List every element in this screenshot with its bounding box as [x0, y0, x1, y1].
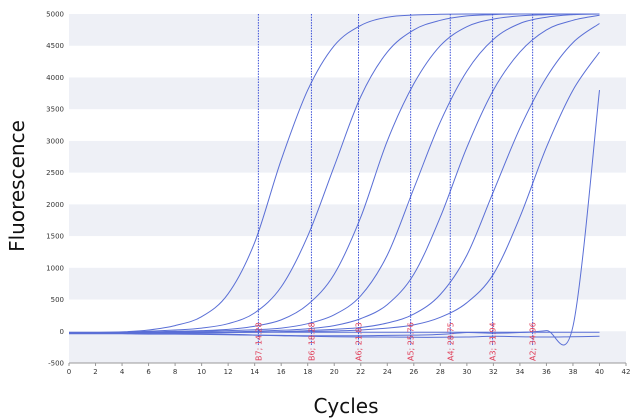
ct-threshold-lines: B7; 14.28 B6; 18.28 A6; 21.83 A5; 25.76 A4; … — [254, 14, 538, 361]
amplification-curves — [68, 13, 600, 346]
ct-label-7: A2; 34.96 — [529, 322, 538, 361]
grid-band — [69, 77, 626, 110]
x-tick-label: 42 — [622, 368, 630, 376]
x-tick-label: 20 — [330, 368, 339, 376]
x-axis-title: Cycles — [313, 394, 378, 418]
x-tick-label: 22 — [356, 368, 365, 376]
ct-label-1: B7; 14.28 — [254, 322, 263, 361]
ct-label-3: A6; 21.83 — [355, 322, 364, 361]
y-tick-label: 1000 — [46, 264, 64, 272]
x-tick-label: 0 — [67, 368, 71, 376]
x-tick-label: 2 — [93, 368, 97, 376]
grid-band — [69, 140, 626, 173]
amplification-curve-9 — [68, 332, 600, 338]
x-tick-labels: 0 2 4 6 8 10 12 14 16 18 20 22 24 26 28 30 32 34 36 38 40 42 — [67, 363, 630, 376]
y-tick-label: -500 — [48, 360, 64, 368]
y-tick-label: 3500 — [46, 106, 64, 114]
x-tick-label: 36 — [542, 368, 551, 376]
x-tick-label: 4 — [120, 368, 125, 376]
x-tick-label: 38 — [568, 368, 577, 376]
y-tick-label: 0 — [60, 328, 64, 336]
grid-band — [69, 267, 626, 300]
x-tick-label: 34 — [515, 368, 524, 376]
grid-band — [69, 14, 626, 46]
y-tick-labels: -500 0 500 1000 1500 2000 2500 3000 3500 4000 4500… — [46, 11, 64, 368]
x-tick-label: 24 — [383, 368, 392, 376]
amplification-curve-2 — [68, 13, 600, 334]
y-tick-label: 1500 — [46, 233, 64, 241]
y-tick-label: 500 — [51, 296, 64, 304]
x-tick-label: 8 — [173, 368, 177, 376]
grid-bands — [69, 14, 626, 363]
y-tick-label: 2500 — [46, 169, 64, 177]
x-tick-label: 28 — [436, 368, 445, 376]
y-axis-title: Fluorescence — [5, 120, 29, 252]
x-tick-label: 40 — [595, 368, 604, 376]
y-tick-label: 4500 — [46, 42, 64, 50]
x-tick-label: 16 — [277, 368, 286, 376]
x-tick-label: 18 — [303, 368, 312, 376]
ct-label-6: A3; 31.94 — [489, 322, 498, 361]
y-tick-label: 3000 — [46, 137, 64, 145]
ct-label-4: A5; 25.76 — [407, 322, 416, 361]
x-tick-label: 30 — [462, 368, 471, 376]
x-tick-label: 32 — [489, 368, 498, 376]
y-tick-label: 4000 — [46, 74, 64, 82]
x-tick-label: 12 — [224, 368, 233, 376]
y-tick-label: 2000 — [46, 201, 64, 209]
ct-label-5: A4; 28.75 — [446, 322, 455, 361]
x-tick-label: 26 — [409, 368, 418, 376]
x-tick-label: 10 — [197, 368, 206, 376]
x-tick-label: 14 — [250, 368, 259, 376]
ct-label-2: B6; 18.28 — [307, 322, 316, 361]
grid-band — [69, 204, 626, 237]
y-tick-label: 5000 — [46, 11, 64, 19]
x-tick-label: 6 — [146, 368, 151, 376]
